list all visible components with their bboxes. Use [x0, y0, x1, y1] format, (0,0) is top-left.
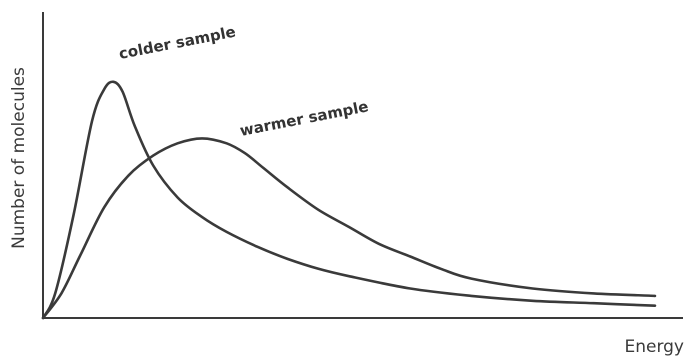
series-label-colder-sample: colder sample [117, 23, 237, 63]
warmer-sample-curve [41, 137, 657, 320]
y-axis-label: Number of molecules [9, 67, 29, 249]
series-label-warmer-sample: warmer sample [238, 97, 370, 140]
x-axis-label: Energy [624, 337, 684, 357]
colder-sample-curve [41, 80, 657, 320]
